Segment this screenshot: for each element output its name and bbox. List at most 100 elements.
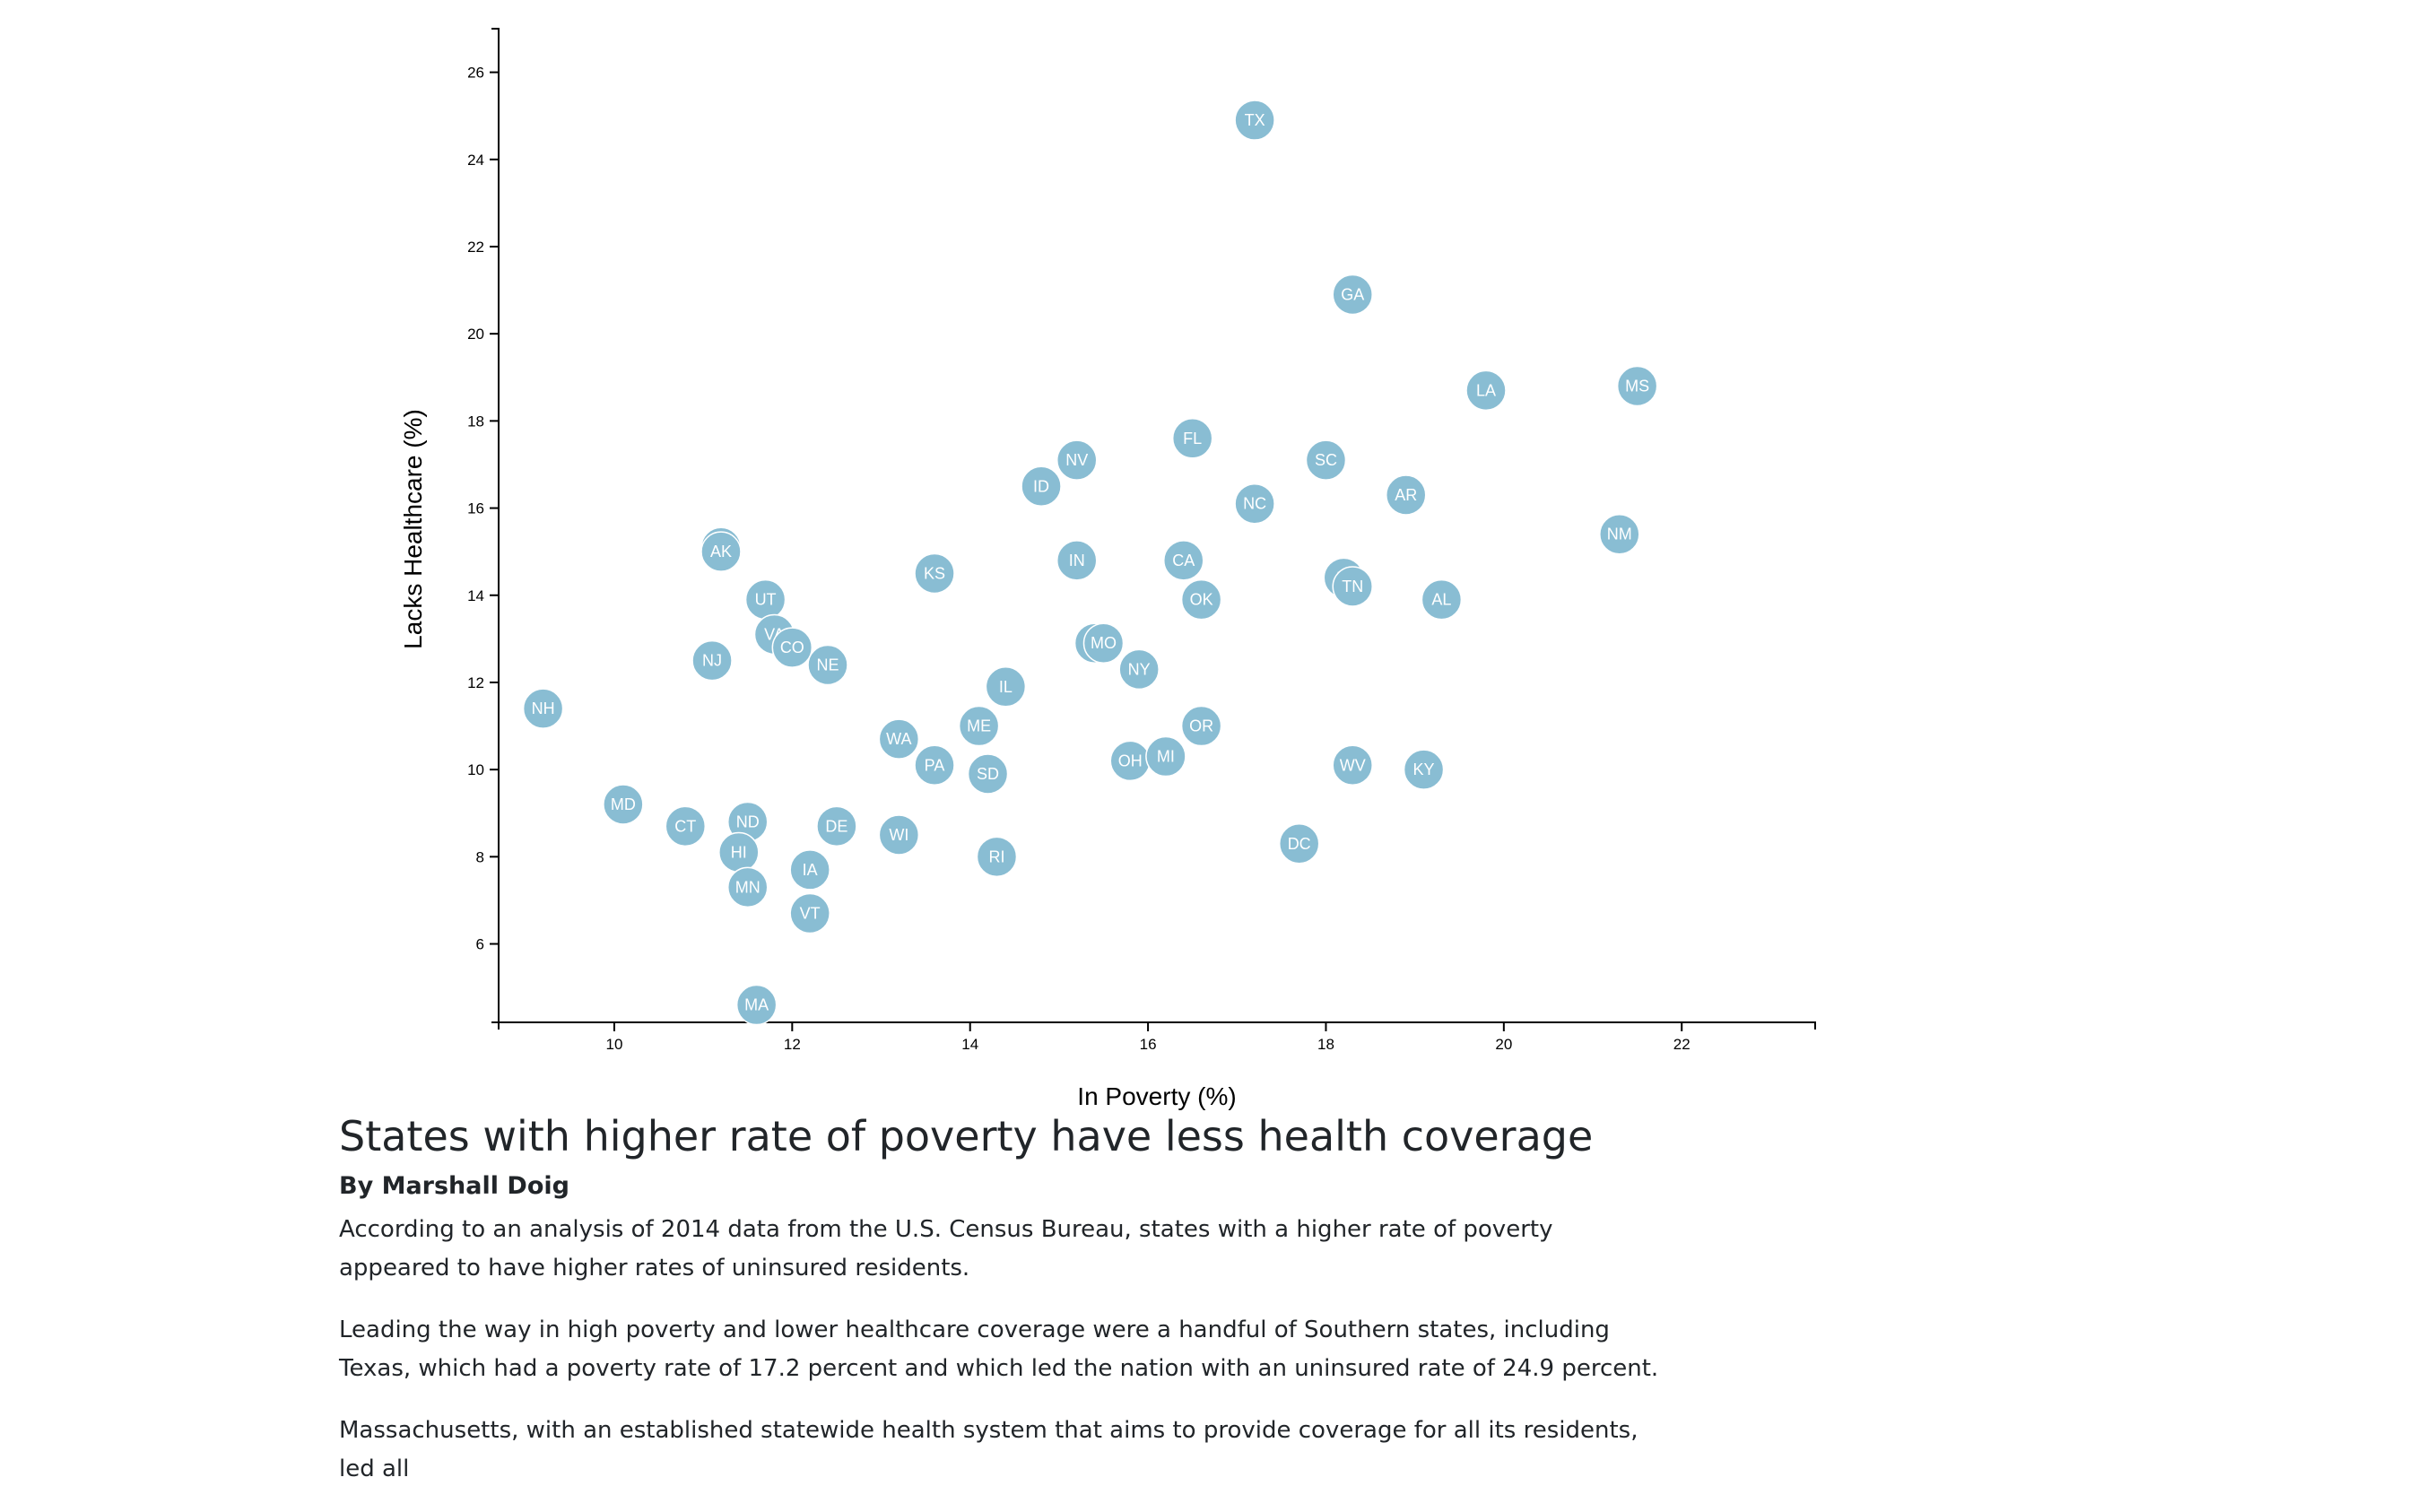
- state-point: IN: [1056, 540, 1098, 581]
- state-label: NM: [1607, 526, 1632, 543]
- state-point: LA: [1465, 369, 1507, 412]
- state-point: PA: [914, 744, 955, 786]
- state-label: IN: [1069, 552, 1085, 569]
- x-tick-label: 12: [784, 1036, 801, 1053]
- state-label: MA: [744, 996, 769, 1014]
- y-axis-line: [491, 28, 500, 1023]
- state-label: MI: [1157, 748, 1175, 766]
- state-point: NC: [1234, 482, 1275, 525]
- state-marker: [958, 705, 1000, 747]
- state-marker: [1145, 735, 1186, 778]
- state-point: WI: [878, 814, 920, 856]
- state-point: NE: [807, 644, 848, 686]
- state-marker: [691, 639, 733, 682]
- y-tick-label: 18: [467, 413, 484, 430]
- state-point: DE: [816, 805, 857, 847]
- state-point: KY: [1403, 749, 1445, 790]
- state-point: CA: [1163, 540, 1204, 581]
- x-tick-label: 16: [1140, 1036, 1157, 1053]
- state-label: DC: [1288, 835, 1311, 853]
- state-marker: [1180, 705, 1222, 747]
- state-label: SC: [1315, 451, 1337, 469]
- state-marker: [1234, 482, 1275, 525]
- y-tick-label: 8: [476, 848, 484, 865]
- state-point: UT: [744, 578, 787, 621]
- x-tick-label: 18: [1317, 1036, 1334, 1053]
- state-point: MI: [1145, 735, 1186, 778]
- data-points: TXGALAMSFLNVSCIDARNCNMWYAKINCAKSAZTNUTOK…: [522, 100, 1658, 1026]
- state-point: WA: [878, 718, 920, 760]
- article-title: States with higher rate of poverty have …: [339, 1112, 1594, 1160]
- state-marker: [1599, 513, 1640, 555]
- state-marker: [1163, 540, 1204, 581]
- article-paragraph: Massachusetts, with an established state…: [339, 1417, 1638, 1483]
- state-label: KS: [924, 564, 945, 582]
- state-point: OH: [1109, 740, 1151, 782]
- state-point: MD: [603, 784, 644, 825]
- state-marker: [522, 688, 564, 729]
- state-label: RI: [988, 847, 1004, 865]
- state-point: MS: [1616, 365, 1658, 407]
- state-marker: [1332, 274, 1373, 316]
- state-point: IA: [789, 849, 830, 891]
- state-marker: [665, 805, 707, 847]
- state-label: CO: [780, 639, 804, 656]
- state-marker: [603, 784, 644, 825]
- state-marker: [914, 552, 955, 595]
- state-marker: [816, 805, 857, 847]
- state-label: NE: [816, 656, 839, 674]
- article-paragraph: According to an analysis of 2014 data fr…: [339, 1216, 1553, 1282]
- state-label: WI: [889, 826, 908, 844]
- state-point: MO: [1082, 622, 1125, 664]
- state-label: FL: [1183, 430, 1202, 448]
- state-label: OR: [1189, 717, 1213, 735]
- state-label: VT: [800, 905, 821, 923]
- state-marker: [807, 644, 848, 686]
- state-marker: [771, 627, 813, 668]
- state-marker: [1332, 744, 1373, 786]
- state-label: HI: [731, 843, 747, 861]
- y-tick-label: 14: [467, 587, 484, 604]
- state-point: VT: [789, 892, 830, 934]
- state-point: HI: [718, 831, 760, 873]
- state-marker: [726, 866, 769, 908]
- state-label: LA: [1476, 381, 1496, 399]
- state-label: CA: [1172, 552, 1195, 569]
- state-marker: [700, 531, 742, 572]
- state-point: AK: [700, 531, 742, 572]
- state-marker: [976, 836, 1018, 878]
- x-tick-label: 20: [1495, 1036, 1512, 1053]
- state-marker: [967, 753, 1009, 795]
- state-point: SD: [967, 753, 1009, 795]
- y-tick-label: 24: [467, 152, 484, 169]
- state-point: SC: [1305, 439, 1347, 481]
- state-label: MD: [611, 795, 636, 813]
- state-marker: [735, 984, 778, 1026]
- state-point: WV: [1332, 744, 1373, 786]
- state-label: NJ: [702, 652, 722, 670]
- state-marker: [1180, 578, 1222, 621]
- state-marker: [1171, 418, 1213, 459]
- state-label: WA: [886, 730, 911, 748]
- state-point: FL: [1171, 418, 1213, 459]
- state-marker: [1616, 365, 1658, 407]
- state-point: NV: [1056, 439, 1098, 481]
- state-label: NY: [1128, 660, 1151, 678]
- state-point: NY: [1118, 648, 1160, 691]
- state-point: CT: [665, 805, 707, 847]
- state-point: NJ: [691, 639, 733, 682]
- state-marker: [1465, 369, 1507, 412]
- state-point: KS: [914, 552, 955, 595]
- state-label: NH: [532, 700, 555, 717]
- state-marker: [1403, 749, 1445, 790]
- x-tick-label: 22: [1673, 1036, 1691, 1053]
- state-point: ID: [1021, 465, 1062, 508]
- y-axis-title: Lacks Healthcare (%): [399, 409, 427, 649]
- state-marker: [1421, 578, 1463, 621]
- state-marker: [878, 814, 920, 856]
- article-paragraph: Leading the way in high poverty and lowe…: [339, 1316, 1659, 1383]
- y-tick-label: 20: [467, 326, 484, 343]
- state-label: KY: [1413, 760, 1435, 778]
- state-label: AK: [710, 543, 732, 560]
- y-tick-label: 6: [476, 936, 484, 953]
